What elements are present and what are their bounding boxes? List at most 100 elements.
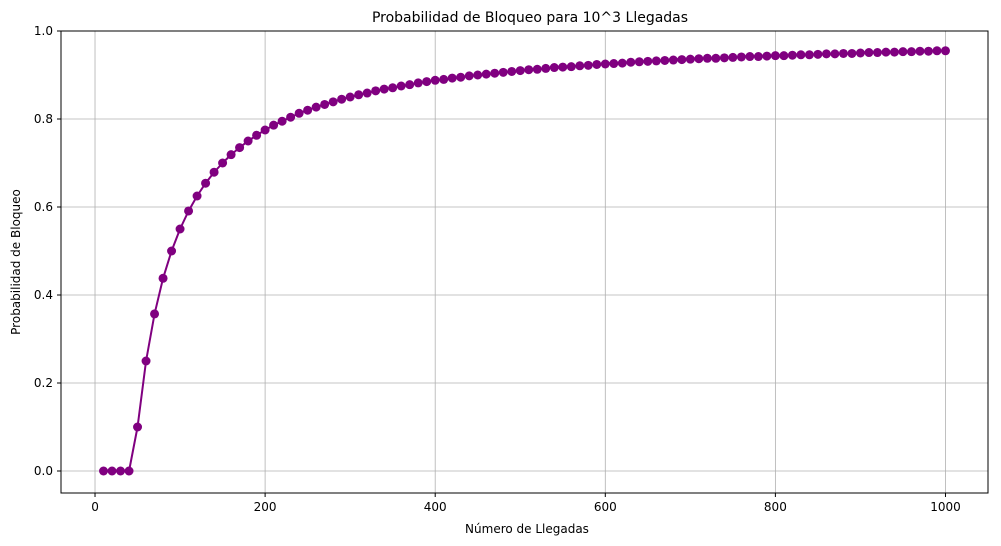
data-point — [209, 167, 219, 177]
data-point — [490, 68, 500, 78]
data-point — [413, 78, 423, 88]
data-point — [745, 52, 755, 62]
data-point — [167, 246, 177, 256]
data-point — [753, 52, 763, 62]
data-point — [660, 55, 670, 65]
data-point — [600, 59, 610, 69]
data-point — [116, 466, 126, 476]
data-point — [804, 50, 814, 60]
data-point — [915, 46, 925, 56]
data-point — [439, 74, 449, 84]
data-point — [133, 422, 143, 432]
x-tick-label: 0 — [91, 500, 99, 514]
data-point — [677, 55, 687, 65]
data-point — [456, 72, 466, 82]
data-point — [813, 49, 823, 59]
data-point — [830, 49, 840, 59]
data-point — [473, 70, 483, 80]
data-point — [124, 466, 134, 476]
data-point — [592, 59, 602, 69]
data-point — [311, 102, 321, 112]
data-point — [150, 309, 160, 319]
data-point — [269, 120, 279, 130]
data-point — [201, 178, 211, 188]
data-point — [243, 136, 253, 146]
data-point — [320, 99, 330, 109]
series-line — [103, 49, 946, 472]
data-point — [787, 50, 797, 60]
data-point — [609, 59, 619, 69]
data-point — [396, 81, 406, 91]
data-point — [864, 48, 874, 58]
data-point — [770, 51, 780, 61]
data-point — [481, 69, 491, 79]
data-point — [337, 94, 347, 104]
data-point — [515, 66, 525, 76]
data-point — [345, 92, 355, 102]
axis-ticks: 0 200 400 600 800 1000 0.0 0.2 0.4 0.6 0.8 1.0 — [34, 24, 961, 514]
y-tick-label: 0.6 — [34, 200, 53, 214]
data-point — [328, 97, 338, 107]
data-point — [779, 51, 789, 61]
data-point — [762, 51, 772, 61]
data-point — [303, 105, 313, 115]
data-point — [668, 55, 678, 65]
data-point — [872, 48, 882, 58]
data-point — [549, 63, 559, 73]
series-blocking-probability — [99, 46, 950, 476]
data-point — [634, 57, 644, 67]
data-point — [371, 86, 381, 96]
data-point — [685, 54, 695, 64]
data-point — [719, 53, 729, 63]
data-point — [252, 130, 262, 140]
y-tick-label: 0.4 — [34, 288, 53, 302]
data-point — [643, 56, 653, 66]
data-point — [898, 47, 908, 57]
y-tick-label: 0.2 — [34, 376, 53, 390]
x-tick-label: 1000 — [930, 500, 961, 514]
data-point — [532, 64, 542, 74]
data-point — [158, 273, 168, 283]
data-point — [711, 53, 721, 63]
data-point — [507, 66, 517, 76]
data-point — [235, 143, 245, 153]
data-point — [422, 77, 432, 87]
data-point — [294, 108, 304, 118]
y-tick-label: 1.0 — [34, 24, 53, 38]
data-point — [464, 71, 474, 81]
data-point — [855, 48, 865, 58]
data-point — [405, 80, 415, 90]
data-point — [260, 125, 270, 135]
data-point — [558, 62, 568, 72]
y-tick-label: 0.8 — [34, 112, 53, 126]
data-point — [940, 46, 950, 56]
data-point — [430, 75, 440, 85]
data-point — [192, 191, 202, 201]
data-point — [906, 47, 916, 57]
data-point — [286, 112, 296, 122]
data-point — [524, 65, 534, 75]
x-axis-label: Número de Llegadas — [465, 522, 589, 536]
data-point — [388, 83, 398, 93]
data-point — [702, 53, 712, 63]
data-point — [881, 47, 891, 57]
data-point — [226, 150, 236, 160]
y-tick-label: 0.0 — [34, 464, 53, 478]
data-point — [141, 356, 151, 366]
data-point — [447, 73, 457, 83]
data-point — [889, 47, 899, 57]
x-tick-label: 200 — [254, 500, 277, 514]
data-point — [354, 90, 364, 100]
plot-frame — [60, 30, 989, 494]
data-point — [277, 116, 287, 126]
x-tick-label: 400 — [424, 500, 447, 514]
data-point — [838, 48, 848, 58]
data-point — [651, 56, 661, 66]
data-point — [362, 88, 372, 98]
data-point — [923, 46, 933, 56]
grid — [61, 30, 988, 493]
data-point — [107, 466, 117, 476]
chart-title: Probabilidad de Bloqueo para 10^3 Llegad… — [372, 10, 688, 26]
data-point — [99, 466, 109, 476]
data-point — [184, 206, 194, 216]
